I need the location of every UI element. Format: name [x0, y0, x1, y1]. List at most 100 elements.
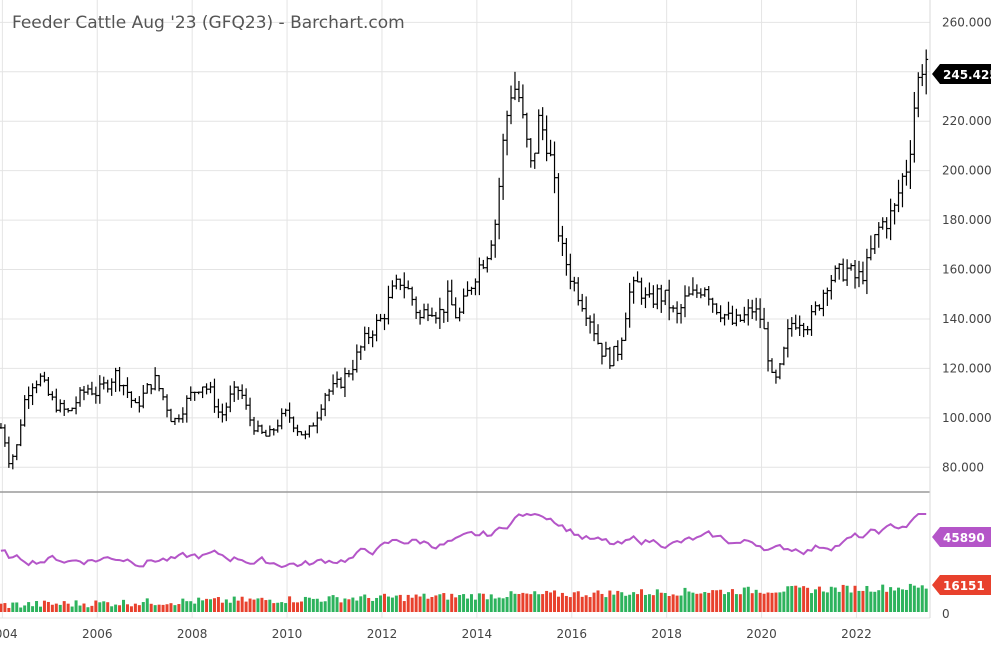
volume-axis-label: 0: [942, 607, 950, 621]
volume-bar: [193, 603, 197, 612]
price-bar: [821, 289, 826, 317]
price-bar: [224, 402, 229, 422]
volume-bar: [632, 592, 636, 612]
volume-bar: [810, 593, 814, 612]
price-bar: [354, 344, 359, 373]
price-bar: [129, 391, 134, 408]
price-bar: [801, 322, 806, 338]
horizontal-grid: [0, 21, 930, 619]
volume-bar: [473, 599, 477, 612]
price-bar: [133, 398, 138, 404]
price-bar: [876, 222, 881, 248]
price-bar: [38, 373, 43, 387]
x-tick-label: 2020: [746, 627, 777, 641]
price-bar: [497, 177, 502, 240]
price-bar: [259, 424, 264, 434]
volume-bar: [319, 601, 323, 612]
volume-bar: [703, 592, 707, 612]
price-bar: [853, 259, 858, 289]
volume-bar: [719, 589, 723, 612]
volume-bar: [655, 589, 659, 612]
price-bar: [386, 285, 391, 325]
price-bar: [335, 371, 340, 388]
price-bar: [679, 303, 684, 324]
volume-bar: [38, 606, 42, 612]
price-bar: [845, 259, 850, 286]
volume-bar: [865, 585, 869, 612]
price-bar: [398, 278, 403, 291]
volume-bar: [545, 590, 549, 612]
volume-bar: [137, 605, 141, 612]
volume-bar: [505, 597, 509, 612]
volume-bar: [272, 603, 276, 612]
price-bars: [0, 49, 929, 470]
price-bar: [592, 313, 597, 342]
price-bar: [346, 369, 351, 378]
volume-bar: [893, 590, 897, 612]
volume-bar: [624, 595, 628, 612]
volume-bar: [466, 598, 470, 612]
volume-bar: [224, 599, 228, 612]
volume-bar: [556, 596, 560, 612]
price-bar: [924, 49, 929, 95]
price-bar: [228, 385, 233, 413]
price-bar: [916, 72, 921, 118]
volume-bar: [584, 595, 588, 612]
price-bar: [323, 392, 328, 417]
volume-bar: [66, 603, 70, 612]
price-bar: [655, 284, 660, 310]
price-bar: [30, 383, 35, 406]
volume-bar: [600, 593, 604, 612]
price-bar: [825, 287, 830, 306]
volume-bar: [98, 602, 102, 612]
price-bar: [516, 80, 521, 103]
volume-bar: [165, 604, 169, 612]
volume-badge: 16151: [932, 575, 991, 595]
volume-bar: [209, 599, 213, 612]
price-bar: [275, 419, 280, 433]
volume-bar: [699, 593, 703, 612]
volume-bar: [394, 595, 398, 612]
price-bar: [410, 286, 415, 306]
price-bar: [433, 311, 438, 324]
price-bar: [137, 396, 142, 413]
volume-bar: [386, 596, 390, 612]
x-tick-label: 2016: [556, 627, 587, 641]
price-bar: [833, 265, 838, 283]
price-bar: [647, 282, 652, 298]
volume-bar: [157, 604, 161, 612]
price-bar: [46, 376, 51, 396]
volume-bar: [414, 594, 418, 612]
price-bar: [900, 173, 905, 208]
price-bar: [485, 256, 490, 273]
price-bar: [58, 399, 63, 413]
price-bar: [279, 408, 284, 430]
volume-bar: [379, 595, 383, 612]
volume-bar: [292, 602, 296, 612]
price-bar: [172, 417, 177, 425]
volume-bar: [169, 603, 173, 612]
price-bar: [544, 115, 549, 162]
volume-bar: [794, 585, 798, 612]
price-bar: [659, 284, 664, 313]
volume-bar: [216, 597, 220, 612]
volume-bar: [920, 585, 924, 612]
volume-bar: [185, 601, 189, 612]
price-bar: [449, 279, 454, 306]
volume-bar: [145, 598, 149, 612]
price-bar: [390, 280, 395, 299]
price-bar: [267, 425, 272, 437]
price-bar: [746, 299, 751, 326]
volume-bar: [153, 605, 157, 612]
price-bar: [157, 374, 162, 392]
price-bar: [62, 399, 67, 416]
price-bar: [615, 340, 620, 362]
price-bar: [200, 386, 205, 399]
volume-bar: [58, 604, 62, 612]
price-bar: [168, 408, 173, 423]
price-bar: [568, 253, 573, 290]
price-bar: [406, 280, 411, 290]
time-axis-labels: 2004 2006 2008 2010 2012 2014 2016 2018 2020 2022: [0, 627, 872, 641]
volume-bar: [576, 591, 580, 612]
price-bar: [374, 314, 379, 342]
